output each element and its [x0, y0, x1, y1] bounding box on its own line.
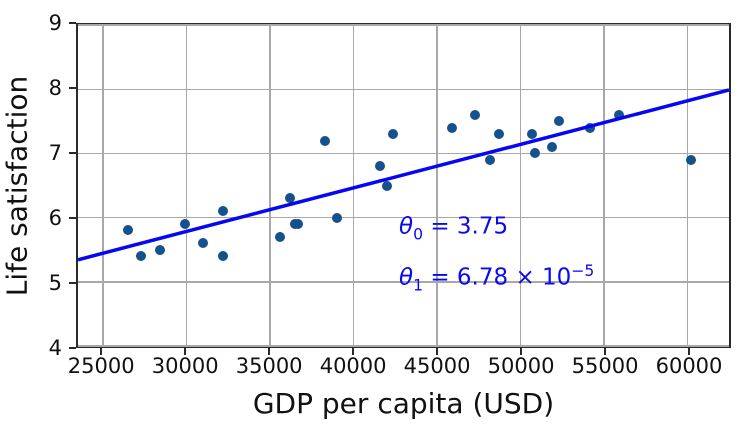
theta1-line: θ1 = 6.78 × 10−5: [399, 252, 594, 303]
y-gridline: [78, 345, 729, 347]
data-point: [218, 251, 229, 262]
x-gridline: [102, 25, 104, 346]
y-tick-mark: [69, 87, 76, 89]
x-gridline: [519, 25, 522, 346]
data-point: [274, 231, 285, 242]
data-point: [198, 238, 209, 249]
x-gridline: [686, 25, 688, 346]
theta0-subscript: 0: [413, 224, 424, 244]
x-axis-label: GDP per capita (USD): [252, 387, 555, 420]
x-tick-label: 30000: [151, 354, 219, 378]
x-tick-mark: [604, 348, 607, 355]
x-gridline: [269, 25, 271, 346]
data-point: [136, 251, 147, 262]
theta0-value: = 3.75: [423, 213, 509, 240]
data-point: [470, 109, 481, 120]
data-point: [218, 206, 229, 217]
plot-area: θ0 = 3.75 θ1 = 6.78 × 10−5: [76, 23, 731, 348]
theta1-value: = 6.78 × 10: [423, 264, 572, 291]
data-point: [320, 135, 331, 146]
theta1-subscript: 1: [413, 275, 424, 295]
x-tick-mark: [100, 348, 103, 355]
y-tick-mark: [69, 217, 76, 219]
y-tick-label: 9: [48, 11, 62, 35]
y-gridline: [78, 88, 729, 90]
y-tick-mark: [69, 282, 76, 284]
theta0-symbol: θ: [399, 213, 414, 240]
x-tick-mark: [352, 348, 355, 355]
data-point: [123, 225, 134, 236]
data-point: [530, 148, 541, 159]
regression-line: [78, 25, 729, 346]
theta-annotation: θ0 = 3.75 θ1 = 6.78 × 10−5: [399, 201, 594, 304]
x-tick-mark: [688, 348, 690, 355]
data-point: [527, 129, 538, 140]
theta0-line: θ0 = 3.75: [399, 201, 594, 252]
y-gridline: [78, 24, 729, 26]
data-point: [284, 193, 295, 204]
x-tick-label: 60000: [655, 354, 723, 378]
x-tick-label: 50000: [487, 354, 555, 378]
y-gridline: [78, 216, 729, 219]
x-tick-label: 25000: [67, 354, 135, 378]
y-tick-label: 5: [48, 271, 62, 295]
data-point: [293, 219, 304, 230]
data-point: [685, 154, 696, 165]
data-point: [154, 244, 165, 255]
y-tick-label: 7: [48, 141, 62, 165]
x-tick-mark: [520, 348, 523, 355]
data-point: [446, 122, 457, 133]
data-point: [381, 180, 392, 191]
data-point: [331, 212, 342, 223]
x-tick-mark: [184, 348, 187, 355]
theta1-symbol: θ: [399, 264, 414, 291]
data-point: [613, 109, 624, 120]
y-tick-mark: [69, 347, 76, 349]
x-gridline: [352, 25, 355, 346]
data-point: [388, 129, 399, 140]
y-tick-label: 8: [48, 76, 62, 100]
y-tick-mark: [69, 152, 76, 154]
data-point: [375, 161, 386, 172]
x-tick-label: 55000: [571, 354, 639, 378]
data-point: [485, 154, 496, 165]
data-point: [547, 141, 558, 152]
y-gridline: [78, 281, 729, 283]
x-gridline: [185, 25, 188, 346]
y-tick-mark: [69, 22, 76, 24]
y-tick-label: 6: [48, 206, 62, 230]
x-tick-label: 35000: [235, 354, 303, 378]
y-tick-label: 4: [48, 336, 62, 360]
y-gridline: [78, 152, 729, 155]
x-gridline: [436, 25, 438, 346]
x-gridline: [603, 25, 605, 346]
data-point: [179, 219, 190, 230]
x-tick-label: 45000: [403, 354, 471, 378]
data-point: [493, 129, 504, 140]
y-axis-label: Life satisfaction: [0, 75, 34, 297]
theta1-superscript: −5: [571, 261, 595, 281]
data-point: [553, 116, 564, 127]
x-tick-label: 40000: [319, 354, 387, 378]
x-tick-mark: [268, 348, 271, 355]
x-tick-mark: [436, 348, 439, 355]
regression-line-segment: [78, 90, 729, 260]
